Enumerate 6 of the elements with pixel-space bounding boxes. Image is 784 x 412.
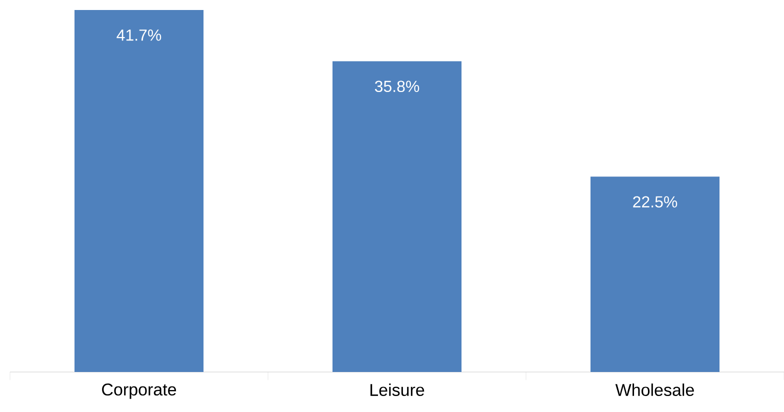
x-tick-label: Leisure [370, 384, 424, 396]
data-label: 22.5% [633, 196, 678, 208]
data-label: 41.7% [116, 30, 162, 41]
x-tick-label: Corporate [102, 384, 176, 399]
data-label: 35.8% [374, 80, 420, 92]
x-tick-label: Wholesale [615, 384, 694, 396]
